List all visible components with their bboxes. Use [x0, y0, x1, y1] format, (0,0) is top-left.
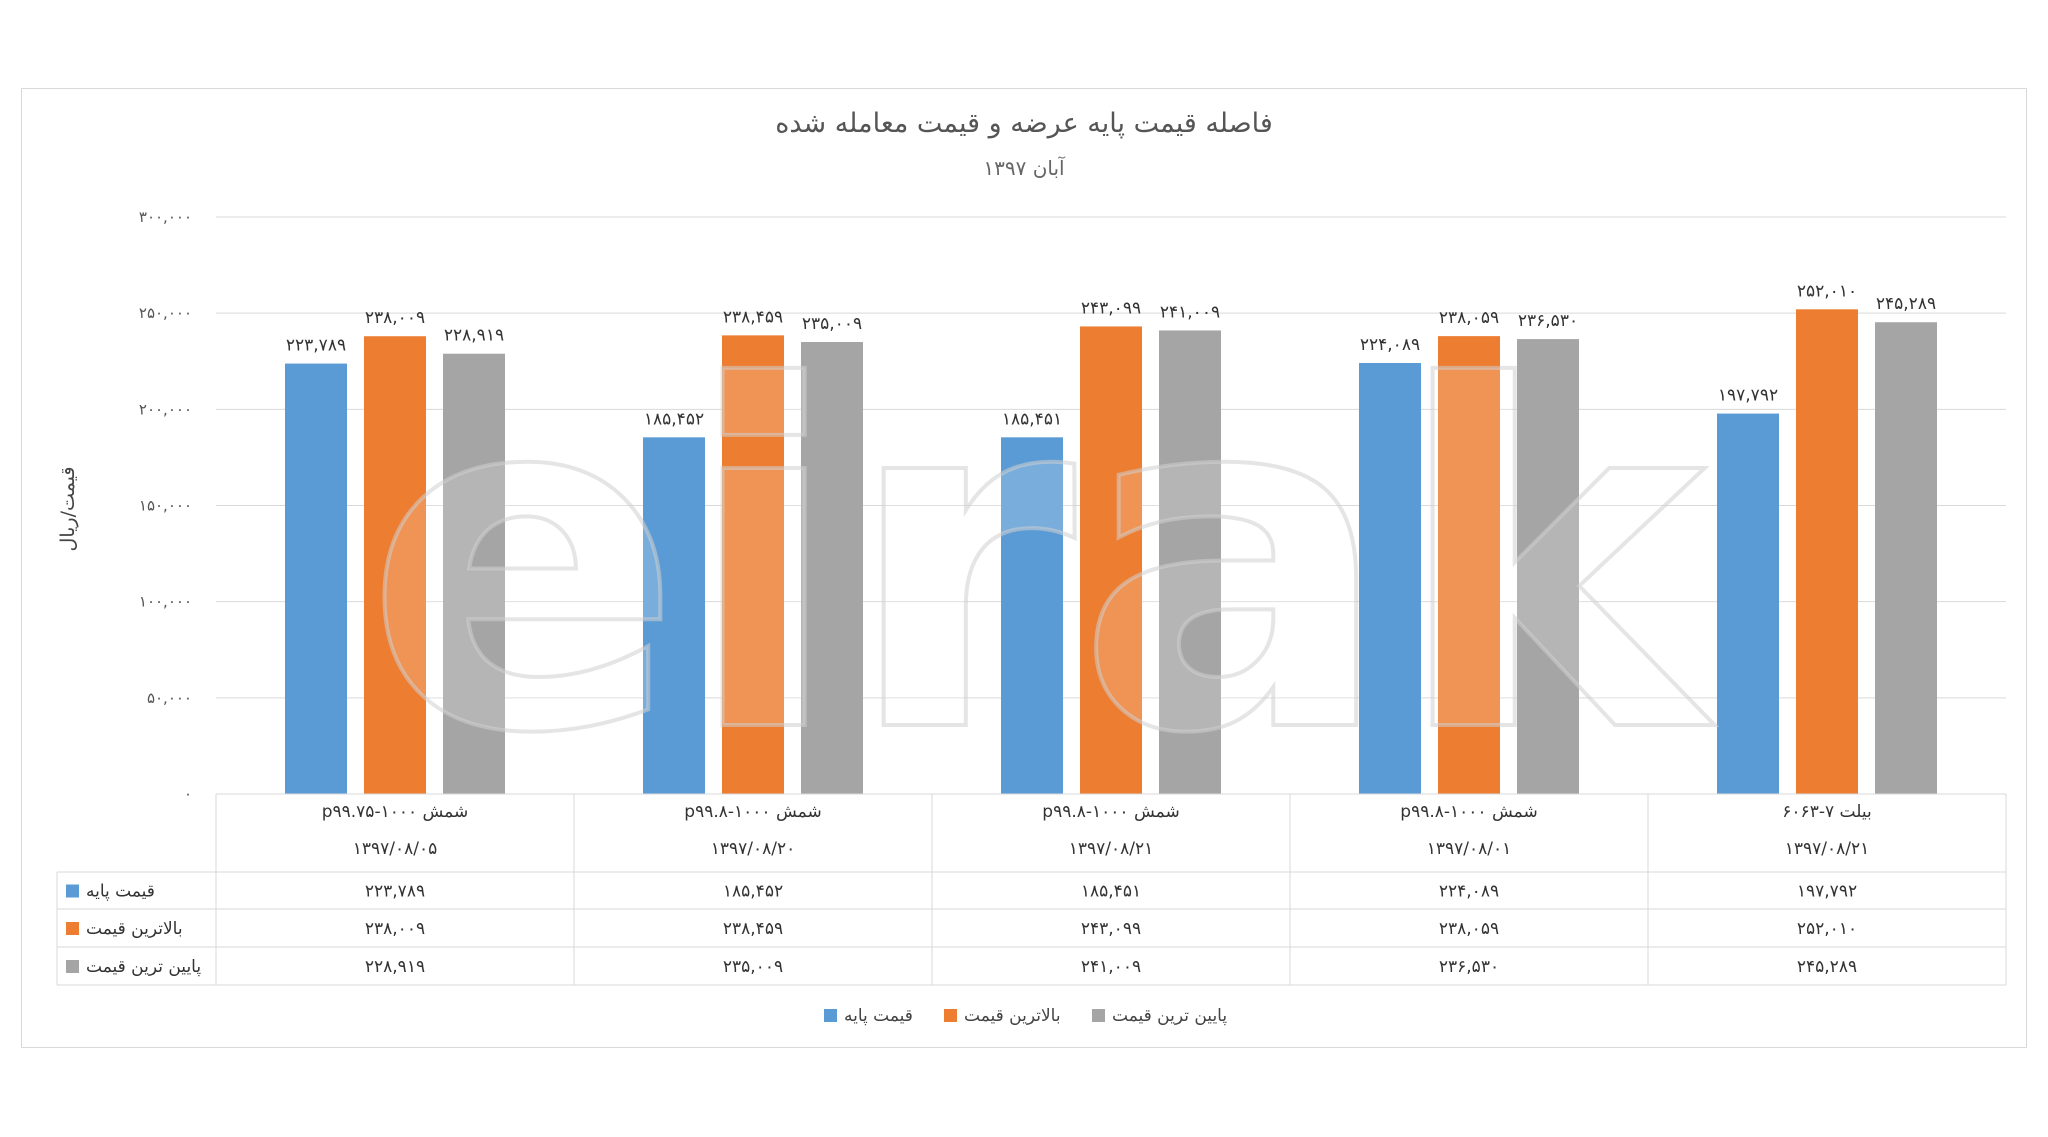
table-cell: ۱۹۷,۷۹۲	[1797, 882, 1857, 902]
category-label: بیلت ۷-۶۰۶۳	[1782, 802, 1871, 822]
y-tick-label: ۱۵۰,۰۰۰	[139, 497, 192, 515]
data-label: ۲۴۳,۰۹۹	[1081, 298, 1141, 318]
bar	[1438, 336, 1500, 794]
data-label: ۲۳۸,۰۵۹	[1439, 308, 1499, 328]
legend-label: قیمت پایه	[844, 1006, 913, 1026]
y-tick-label: ۲۰۰,۰۰۰	[139, 400, 192, 418]
data-label: ۱۸۵,۴۵۲	[644, 409, 704, 429]
table-legend-swatch	[66, 922, 79, 935]
table-cell: ۲۲۴,۰۸۹	[1439, 882, 1499, 902]
data-label: ۱۹۷,۷۹۲	[1718, 386, 1778, 406]
bar	[1796, 309, 1858, 794]
y-tick-label: ۱۰۰,۰۰۰	[139, 593, 192, 611]
chart-frame	[21, 88, 2027, 1048]
bar	[285, 363, 347, 794]
table-cell: ۲۳۸,۰۵۹	[1439, 919, 1499, 939]
table-cell: ۲۵۲,۰۱۰	[1797, 919, 1857, 939]
data-label: ۲۲۳,۷۸۹	[286, 336, 346, 356]
bar	[643, 437, 705, 794]
category-date: ۱۳۹۷/۰۸/۲۱	[1069, 839, 1154, 859]
bar	[1080, 326, 1142, 794]
table-legend-swatch	[66, 960, 79, 973]
bar	[1517, 339, 1579, 794]
legend-swatch	[824, 1009, 837, 1022]
category-date: ۱۳۹۷/۰۸/۰۱	[1427, 839, 1512, 859]
bar	[722, 335, 784, 794]
data-label: ۲۳۸,۴۵۹	[723, 307, 783, 327]
data-label: ۲۲۴,۰۸۹	[1360, 335, 1420, 355]
table-legend-swatch	[66, 884, 79, 898]
watermark-text: eirak	[364, 289, 1716, 836]
bar	[1159, 330, 1221, 794]
data-labels: ۲۲۳,۷۸۹ ۲۳۸,۰۰۹ ۲۲۸,۹۱۹ ۱۸۵,۴۵۲ ۲۳۸,۴۵۹ ۲۳۵,۰…	[286, 281, 1936, 429]
bar	[1359, 363, 1421, 794]
table-cell: ۲۴۵,۲۸۹	[1797, 957, 1857, 977]
legend-label: پایین ترین قیمت	[1112, 1006, 1227, 1026]
legend-label: بالاترین قیمت	[964, 1006, 1061, 1026]
data-label: ۱۸۵,۴۵۱	[1002, 409, 1062, 429]
category-label: شمش ۱۰۰۰-p۹۹.۸	[1042, 802, 1179, 822]
bar	[443, 353, 505, 794]
table-cell: ۱۸۵,۴۵۱	[1081, 882, 1141, 902]
y-tick-label: ۳۰۰,۰۰۰	[139, 208, 192, 226]
data-label: ۲۴۵,۲۸۹	[1876, 294, 1936, 314]
table-cell: ۲۳۵,۰۰۹	[723, 957, 783, 977]
table-cell: ۲۴۳,۰۹۹	[1081, 919, 1141, 939]
category-label: شمش ۱۰۰۰-p۹۹.۷۵	[322, 802, 469, 822]
category-date: ۱۳۹۷/۰۸/۲۰	[711, 839, 796, 859]
data-label: ۲۲۸,۹۱۹	[444, 326, 504, 346]
table-cell: ۲۳۶,۵۳۰	[1439, 957, 1499, 977]
data-label: ۲۴۱,۰۰۹	[1160, 302, 1220, 322]
table-row-label: قیمت پایه	[86, 882, 155, 902]
table-cell: ۲۳۸,۴۵۹	[723, 919, 783, 939]
table-row-label: بالاترین قیمت	[86, 919, 183, 939]
category-date: ۱۳۹۷/۰۸/۲۱	[1785, 839, 1870, 859]
category-label: شمش ۱۰۰۰-p۹۹.۸	[684, 802, 821, 822]
bar	[1717, 413, 1779, 794]
y-axis-ticks: ۰ ۵۰,۰۰۰ ۱۰۰,۰۰۰ ۱۵۰,۰۰۰ ۲۰۰,۰۰۰ ۲۵۰,۰۰۰ ۳۰۰,۰…	[139, 208, 192, 803]
y-tick-label: ۰	[184, 785, 192, 803]
y-tick-label: ۵۰,۰۰۰	[147, 689, 192, 707]
table-cell: ۲۲۳,۷۸۹	[365, 882, 425, 902]
chart-title: فاصله قیمت پایه عرضه و قیمت معامله شده	[775, 108, 1273, 139]
bar	[1001, 437, 1063, 794]
category-date: ۱۳۹۷/۰۸/۰۵	[353, 839, 438, 859]
bar	[364, 336, 426, 794]
data-label: ۲۳۸,۰۰۹	[365, 308, 425, 328]
table-cell: ۲۲۸,۹۱۹	[365, 957, 425, 977]
legend-swatch	[944, 1009, 957, 1022]
data-label: ۲۳۵,۰۰۹	[802, 314, 862, 334]
table-cell: ۱۸۵,۴۵۲	[723, 882, 783, 902]
table-cell: ۲۳۸,۰۰۹	[365, 919, 425, 939]
legend-swatch	[1092, 1009, 1105, 1022]
y-tick-label: ۲۵۰,۰۰۰	[139, 304, 192, 322]
bar	[1875, 322, 1937, 794]
data-label: ۲۳۶,۵۳۰	[1518, 311, 1578, 331]
bar	[801, 341, 863, 794]
table-row-label: پایین ترین قیمت	[86, 957, 201, 977]
bars	[285, 309, 1937, 794]
legend: قیمت پایه بالاترین قیمت پایین ترین قیمت	[824, 1006, 1227, 1026]
data-label: ۲۵۲,۰۱۰	[1797, 281, 1857, 301]
chart-subtitle: آبان ۱۳۹۷	[983, 156, 1065, 180]
data-table: شمش ۱۰۰۰-p۹۹.۷۵ ۱۳۹۷/۰۸/۰۵ ۲۲۳,۷۸۹ ۲۳۸,۰۰۹ ۲…	[56, 793, 2007, 986]
category-label: شمش ۱۰۰۰-p۹۹.۸	[1400, 802, 1537, 822]
table-cell: ۲۴۱,۰۰۹	[1081, 957, 1141, 977]
